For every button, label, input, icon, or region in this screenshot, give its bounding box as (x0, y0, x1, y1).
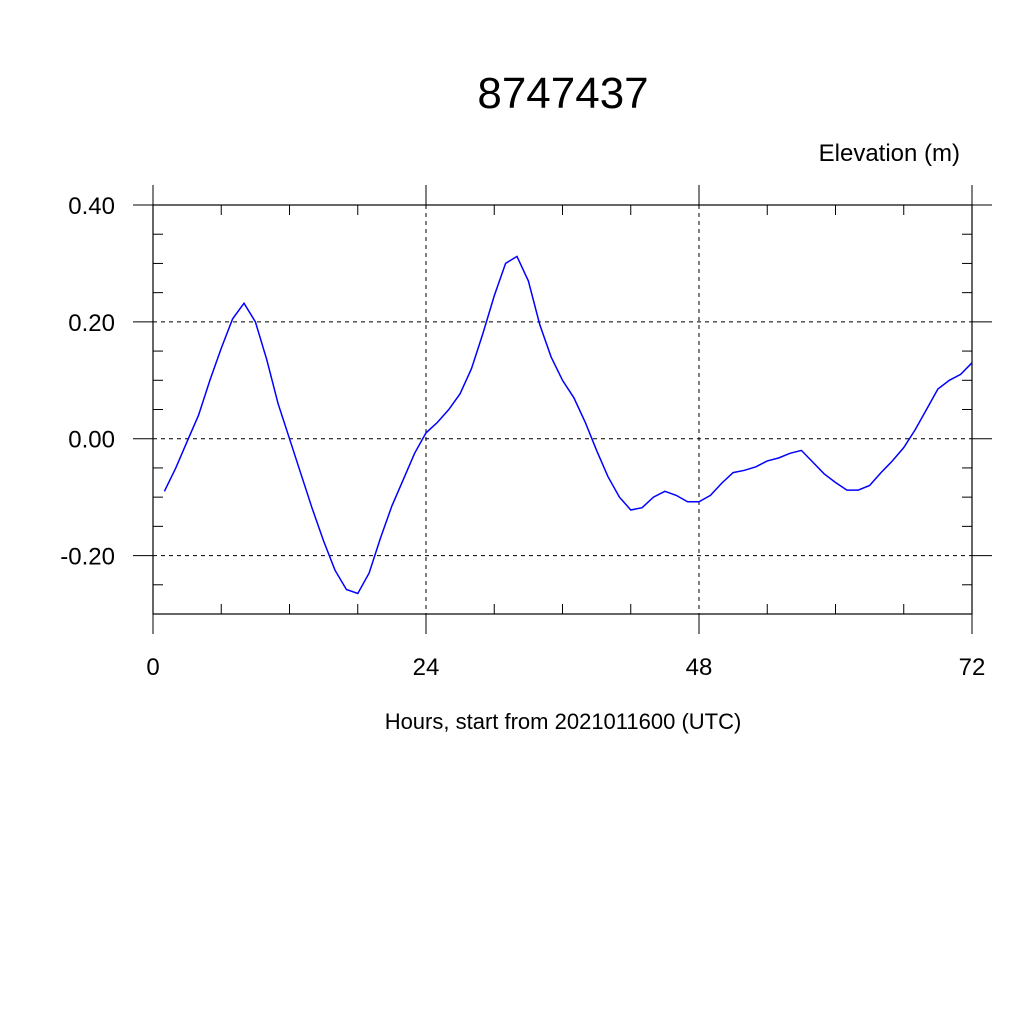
tick-labels: 0 24 48 72 -0.20 0.00 0.20 0.40 (60, 193, 985, 681)
y-tick-label: 0.00 (68, 427, 115, 454)
y-tick-label: 0.20 (68, 310, 115, 337)
y-axis-units-label: Elevation (m) (819, 140, 960, 167)
x-tick-label: 72 (959, 654, 986, 681)
x-tick-label: 48 (686, 654, 713, 681)
x-tick-label: 0 (146, 654, 159, 681)
grid-lines (152, 204, 973, 614)
x-tick-label: 24 (413, 654, 440, 681)
chart-title: 8747437 (477, 69, 648, 118)
y-tick-label: -0.20 (60, 544, 115, 571)
series-line (163, 255, 973, 595)
plot-frame (152, 204, 973, 615)
axis-ticks (133, 185, 992, 634)
x-axis-label: Hours, start from 2021011600 (UTC) (385, 709, 742, 734)
y-tick-label: 0.40 (68, 193, 115, 220)
